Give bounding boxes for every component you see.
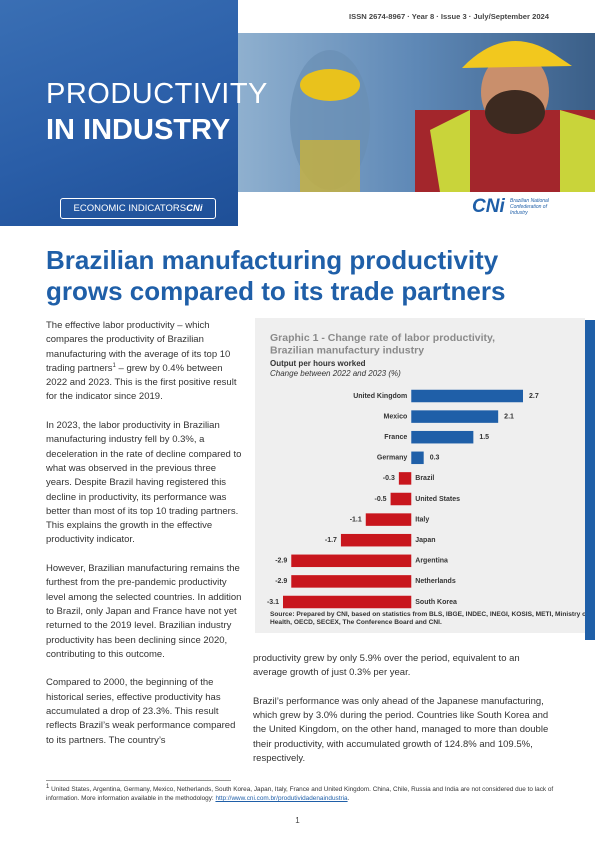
footnote-rule — [46, 780, 231, 781]
unit-note: Change between 2022 and 2023 (%) — [270, 369, 401, 378]
value-label: 0.3 — [430, 455, 440, 462]
footnote: 1 United States, Argentina, Germany, Mex… — [46, 783, 556, 803]
chart-subtitle: Output per hours worked — [270, 359, 366, 368]
page-number: 1 — [295, 816, 300, 825]
category-label: France — [384, 434, 407, 441]
footnote-text: United States, Argentina, Germany, Mexic… — [46, 786, 554, 802]
value-label: -0.3 — [383, 475, 395, 482]
bar — [398, 472, 412, 485]
bar — [283, 595, 412, 609]
right-column: productivity grew by only 5.9% over the … — [253, 652, 553, 781]
value-label: -2.9 — [275, 578, 287, 585]
left-column: The effective labor productivity – which… — [46, 319, 242, 762]
bar — [340, 533, 412, 547]
text: The effective labor productivity – which… — [46, 320, 231, 374]
badge-brand: CNi — [186, 203, 203, 214]
accent-strip — [585, 320, 595, 640]
value-label: -0.5 — [375, 496, 387, 503]
category-label: Mexico — [384, 413, 408, 420]
chart-title: Graphic 1 - Change rate of labor product… — [270, 332, 495, 357]
paragraph: productivity grew by only 5.9% over the … — [253, 653, 520, 679]
category-label: Italy — [415, 516, 429, 523]
bar — [390, 492, 412, 506]
footnote-ref: 1 — [112, 362, 116, 369]
value-label: -1.1 — [350, 516, 362, 523]
title-line: PRODUCTIVITY — [46, 78, 268, 110]
value-label: 2.7 — [529, 393, 539, 400]
paragraph: Compared to 2000, the beginning of the h… — [46, 677, 236, 746]
header-art — [238, 33, 595, 192]
headline: Brazilian manufacturing productivity gro… — [46, 245, 506, 306]
bar — [411, 430, 474, 444]
bar — [411, 410, 499, 423]
category-label: Argentina — [415, 558, 448, 565]
category-label: Japan — [415, 537, 435, 544]
value-label: 2.1 — [504, 413, 514, 420]
hardhat-back — [300, 69, 360, 101]
value-label: -2.9 — [275, 558, 287, 565]
vest-back — [300, 140, 360, 192]
beard — [485, 90, 545, 134]
paragraph: In 2023, the labor productivity in Brazi… — [46, 420, 242, 546]
category-label: Netherlands — [415, 578, 456, 585]
value-label: 1.5 — [479, 434, 489, 441]
category-label: United Kingdom — [353, 393, 407, 400]
vest — [560, 110, 595, 192]
bar — [411, 389, 523, 403]
category-label: South Korea — [415, 599, 457, 606]
logo: CNi — [472, 196, 505, 217]
category-label: Germany — [377, 455, 407, 462]
badge: ECONOMIC INDICATORSCNi — [60, 198, 216, 219]
title-line: IN INDUSTRY — [46, 114, 231, 146]
issn: ISSN 2674-8967 · Year 8 · Issue 3 · July… — [349, 12, 549, 21]
value-label: -3.1 — [267, 599, 279, 606]
title-panel — [0, 0, 238, 226]
footnote-marker: 1 — [46, 783, 50, 790]
paragraph: However, Brazilian manufacturing remains… — [46, 563, 242, 660]
category-label: United States — [415, 496, 460, 503]
vest — [430, 110, 470, 192]
source: Source: Prepared by CNI, based on statis… — [270, 611, 585, 626]
bar — [291, 554, 412, 568]
bar — [411, 451, 424, 465]
value-label: -1.7 — [325, 537, 337, 544]
footnote-link[interactable]: http://www.cni.com.br/produtividadenaind… — [215, 795, 348, 802]
logo-text: Brazilian National Confederation of Indu… — [510, 198, 549, 216]
paragraph: The effective labor productivity – which… — [46, 319, 242, 405]
category-label: Brazil — [415, 475, 434, 482]
footnote-end: . — [347, 795, 350, 802]
badge-text: ECONOMIC INDICATORS — [73, 203, 187, 214]
chart: Graphic 1 - Change rate of labor product… — [267, 332, 585, 626]
text: – grew by 0.4% between 2022 and 2023. Th… — [46, 362, 237, 403]
hardhat — [462, 40, 572, 68]
bar — [291, 575, 412, 588]
bar — [365, 513, 412, 526]
paragraph: Brazil’s performance was only ahead of t… — [253, 695, 549, 765]
